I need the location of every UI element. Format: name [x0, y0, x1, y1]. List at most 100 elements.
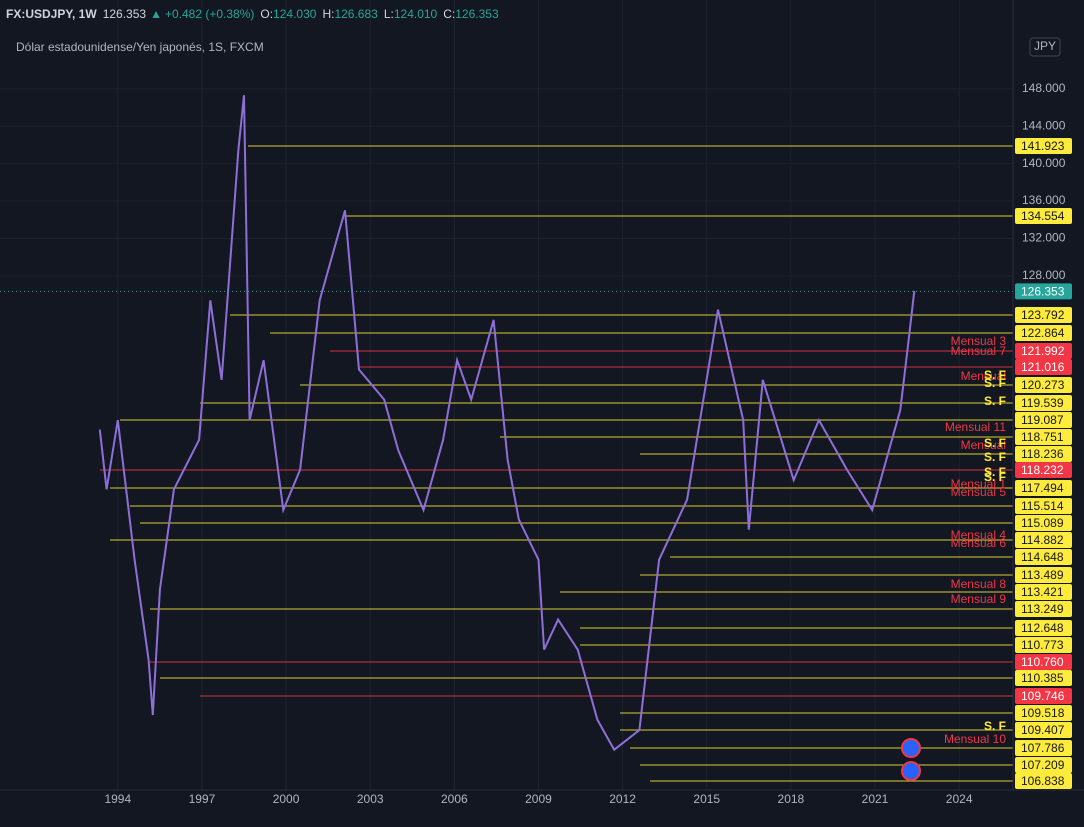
- x-tick-label: 2018: [778, 792, 805, 806]
- price-tag: [1015, 637, 1072, 653]
- price-tag-label: 123.792: [1021, 308, 1065, 322]
- price-tag-label: 119.539: [1021, 396, 1064, 410]
- annotation: Mensual: [961, 438, 1006, 452]
- annotation: S. F: [984, 394, 1006, 408]
- currency-badge[interactable]: [1029, 37, 1061, 57]
- price-tag: [1015, 395, 1072, 411]
- annotation: Mensual 3: [951, 334, 1007, 348]
- event-icon[interactable]: [901, 738, 921, 758]
- annotation: Mensual 7: [951, 344, 1007, 358]
- value: 126.353: [455, 7, 499, 21]
- price-tag-label: 109.746: [1021, 689, 1065, 703]
- price-tag-label: 118.236: [1021, 447, 1064, 461]
- price-tag: [1015, 377, 1072, 393]
- x-tick-label: 2015: [693, 792, 720, 806]
- price-tag: [1015, 654, 1072, 670]
- currency: JPY: [1034, 39, 1056, 53]
- price-tag: [1015, 688, 1072, 704]
- price-tag: [1015, 705, 1072, 721]
- price-tag: [1015, 462, 1072, 478]
- price-tag-label: 109.407: [1021, 723, 1065, 737]
- price: 126.353: [103, 7, 147, 21]
- price-tag-label: 121.016: [1021, 360, 1065, 374]
- annotation: Mensual: [961, 369, 1006, 383]
- price-tag-label: 120.273: [1021, 378, 1065, 392]
- price-tag: [1015, 307, 1072, 323]
- annotation: S. F: [984, 368, 1006, 382]
- label: H:: [322, 7, 334, 21]
- x-tick-label: 2009: [525, 792, 552, 806]
- price-tag: [1015, 584, 1072, 600]
- price-tag-label: 114.648: [1021, 550, 1064, 564]
- x-tick-label: 2021: [862, 792, 889, 806]
- price-tag-label: 118.232: [1021, 463, 1064, 477]
- price-tag: [1015, 429, 1072, 445]
- price-tag-label: 122.864: [1021, 326, 1065, 340]
- price-tag: [1015, 325, 1072, 341]
- chart-title: Dólar estadounidense/Yen japonés, 1S, FX…: [16, 40, 264, 54]
- price-tag: [1015, 601, 1072, 617]
- header: FX:USDJPY, 1W 126.353 ▲ +0.482 (+0.38%) O:12…: [6, 7, 499, 21]
- price-tag-label: 115.514: [1021, 499, 1064, 513]
- price-tag-label: 112.648: [1021, 621, 1064, 635]
- last-price-label: 126.353: [1021, 285, 1065, 299]
- value: 124.030: [273, 7, 317, 21]
- price-tag: [1015, 498, 1072, 514]
- event-icon[interactable]: [901, 761, 921, 781]
- price-tag-label: 106.838: [1021, 774, 1065, 788]
- price-tag: [1015, 138, 1072, 154]
- annotation: S. F: [984, 450, 1006, 464]
- symbol: FX:USDJPY, 1W: [6, 7, 97, 21]
- annotation: S. F: [984, 470, 1006, 484]
- price-tag-label: 114.882: [1021, 533, 1064, 547]
- price-tag-label: 141.923: [1021, 139, 1065, 153]
- annotation: Mensual 6: [951, 536, 1007, 550]
- price-tag: [1015, 549, 1072, 565]
- annotation: Mensual 10: [944, 732, 1006, 746]
- annotation: Mensual 4: [951, 528, 1007, 542]
- x-tick-label: 2024: [946, 792, 973, 806]
- event-icons: [901, 738, 921, 781]
- price-tag-label: 109.518: [1021, 706, 1065, 720]
- y-tick-label: 128.000: [1022, 268, 1066, 282]
- price-tag-label: 110.773: [1021, 638, 1064, 652]
- price-tag: [1015, 208, 1072, 224]
- price-tag-label: 119.087: [1021, 413, 1064, 427]
- price-tag: [1015, 446, 1072, 462]
- price-tag: [1015, 773, 1072, 789]
- change: +0.482 (+0.38%): [165, 7, 254, 21]
- price-tag-label: 117.494: [1021, 481, 1064, 495]
- x-tick-label: 2012: [609, 792, 636, 806]
- price-tag: [1015, 515, 1072, 531]
- annotation: S. F: [984, 465, 1006, 479]
- price-tag-label: 121.992: [1021, 344, 1065, 358]
- y-tick-label: 132.000: [1022, 231, 1066, 245]
- price-tag: [1015, 532, 1072, 548]
- x-tick-label: 1994: [104, 792, 131, 806]
- annotation: Mensual 11: [945, 420, 1006, 434]
- annotation: Mensual 9: [951, 592, 1007, 606]
- value: 124.010: [394, 7, 438, 21]
- x-tick-label: 2003: [357, 792, 384, 806]
- price-tag-label: 113.489: [1021, 568, 1064, 582]
- x-tick-label: 2000: [273, 792, 300, 806]
- price-tag-label: 107.209: [1021, 758, 1065, 772]
- price-tag-label: 113.421: [1021, 585, 1064, 599]
- price-tag-label: 107.786: [1021, 741, 1065, 755]
- price-tag: [1015, 757, 1072, 773]
- annotation: S. F: [984, 436, 1006, 450]
- price-tag: [1015, 480, 1072, 496]
- price-tag: [1015, 343, 1072, 359]
- annotation: Mensual 1: [951, 477, 1007, 491]
- price-line: [98, 95, 916, 752]
- price-tag-label: 113.249: [1021, 602, 1064, 616]
- price-tag: [1015, 567, 1072, 583]
- price-tag: [1015, 412, 1072, 428]
- price-tag: [1015, 740, 1072, 756]
- y-tick-label: 144.000: [1022, 118, 1066, 132]
- annotation: Mensual 8: [951, 577, 1007, 591]
- price-tag: [1015, 359, 1072, 375]
